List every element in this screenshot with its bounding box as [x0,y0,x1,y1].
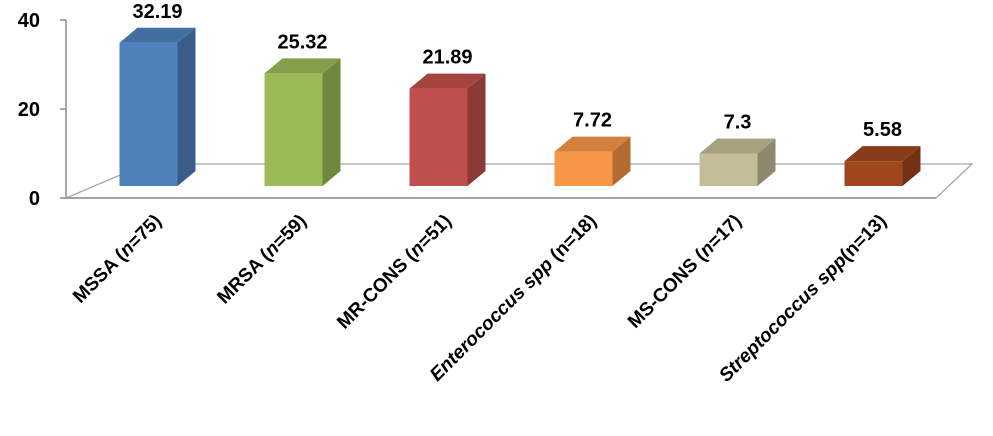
bar-side [612,136,631,186]
y-tick-label: 20 [18,99,40,121]
bar-side [757,138,776,186]
bar-front [844,161,903,186]
data-label: 7.72 [573,110,612,132]
chart-floor [65,163,974,199]
bar-side [177,27,196,186]
bar-front [409,88,468,186]
y-tick-label: 40 [18,10,40,32]
bar-side [902,146,921,186]
bar-side [467,73,486,186]
bar-front [699,153,758,186]
data-label: 21.89 [422,47,472,69]
category-label: MR-CONS (n=51) [333,211,456,334]
category-label: MRSA (n=59) [213,211,311,309]
bar-top [844,146,921,162]
bar-top [699,138,776,154]
data-label: 25.32 [277,31,327,53]
category-label: MSSA (n=75) [69,211,166,308]
category-label: Streptococcus spp(n=13) [715,211,891,387]
bar-top [119,27,196,43]
bar-top [554,136,631,152]
bar-side [322,58,341,186]
bar-front [264,73,323,186]
bar-front [554,151,613,186]
data-label: 5.58 [863,119,902,141]
category-label: Enterococcus spp (n=18) [426,211,601,386]
data-label: 7.3 [724,112,752,134]
bar-top [264,58,341,74]
bar-front [119,42,178,186]
y-tick-label: 0 [29,188,40,210]
bar-top [409,73,486,89]
data-label: 32.19 [132,1,182,23]
category-label: MS-CONS (n=17) [624,211,746,333]
